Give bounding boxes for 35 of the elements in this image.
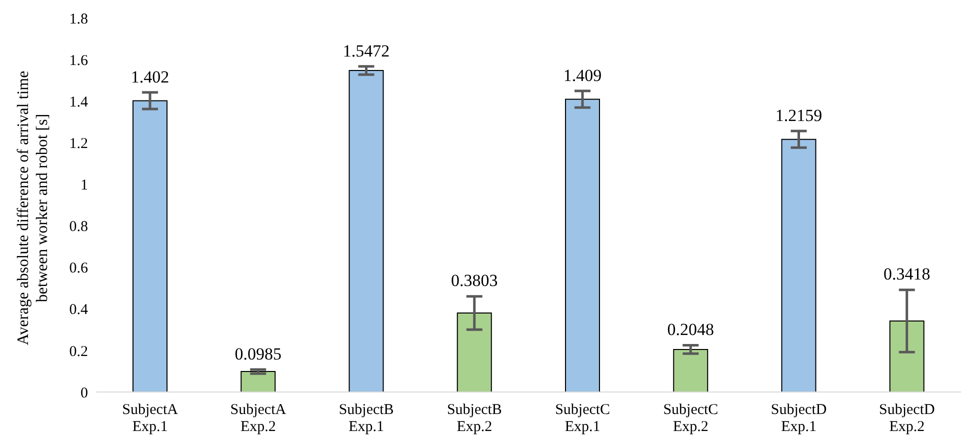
x-tick-label: SubjectA Exp.1 [122,402,178,435]
bar [348,70,384,392]
data-label: 0.3418 [884,264,930,284]
data-label: 0.2048 [667,320,714,340]
data-label: 1.5472 [342,41,390,60]
y-tick-label: 1.8 [69,11,88,28]
y-tick-label: 1.4 [69,94,88,110]
x-tick-label: SubjectD Exp.2 [879,402,936,435]
x-tick-label: SubjectC Exp.1 [555,402,610,435]
y-tick-label: 0.6 [69,260,88,277]
y-tick-label: 0.8 [69,219,88,236]
x-tick-label: SubjectD Exp.1 [770,402,827,435]
data-label: 0.3803 [451,271,498,290]
data-label: 1.409 [563,66,602,85]
data-label: 0.0985 [234,344,282,364]
x-tick-label: SubjectB Exp.2 [446,402,502,435]
bar [889,320,924,392]
x-tick-label: SubjectA Exp.2 [230,402,286,435]
y-tick-label: 0.4 [69,302,88,318]
bar [456,312,492,392]
bar [565,98,600,392]
y-axis-title: Average absolute difference of arrival time between worker and robot [s] [15,70,51,346]
x-tick-label: SubjectB Exp.1 [338,402,394,435]
data-label: 1.402 [130,67,170,86]
y-tick-label: 0.2 [69,344,88,360]
y-tick-label: 1 [80,178,88,194]
bar [781,138,816,392]
bar [132,100,168,392]
data-label: 1.2159 [775,106,822,125]
y-tick-label: 1.6 [69,52,88,69]
bar [673,348,708,392]
bar [240,371,276,392]
x-tick-label: SubjectC Exp.2 [663,402,718,435]
y-tick-label: 0 [80,385,88,402]
y-tick-label: 1.2 [69,136,88,152]
